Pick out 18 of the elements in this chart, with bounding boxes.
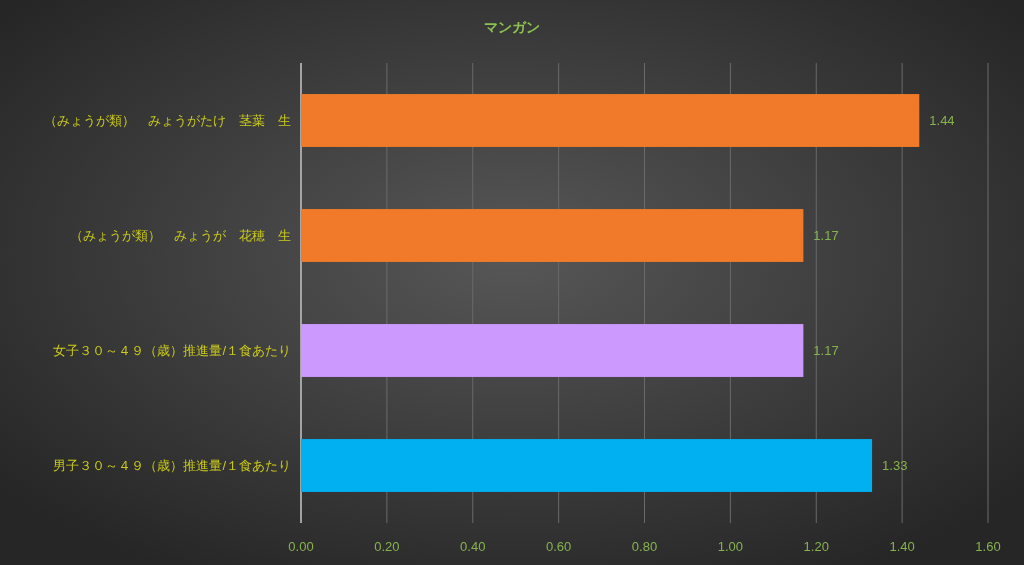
x-tick-label: 0.40 (460, 538, 486, 554)
x-tick-label: 0.60 (545, 538, 572, 554)
y-tick-label: （みょうが類） みょうが 花穂 生 (70, 228, 291, 243)
data-label: 1.17 (813, 343, 839, 358)
y-tick-label: （みょうが類） みょうがたけ 茎葉 生 (44, 113, 291, 128)
y-tick-label: 男子３０～４９（歳）推進量/１食あたり (53, 458, 291, 473)
x-tick-label: 1.00 (717, 538, 744, 554)
data-label: 1.17 (813, 228, 839, 243)
chart-title: マンガン (484, 19, 540, 35)
x-tick-label: 0.00 (288, 538, 314, 554)
y-tick-label: 女子３０～４９（歳）推進量/１食あたり (53, 343, 291, 358)
x-tick-label: 1.40 (889, 538, 915, 554)
data-label: 1.33 (882, 458, 908, 473)
x-tick-label: 0.80 (631, 538, 658, 554)
x-tick-label: 1.60 (975, 538, 1001, 554)
x-tick-label: 1.20 (803, 538, 829, 554)
x-tick-label: 0.20 (374, 538, 400, 554)
data-label: 1.44 (929, 113, 955, 128)
